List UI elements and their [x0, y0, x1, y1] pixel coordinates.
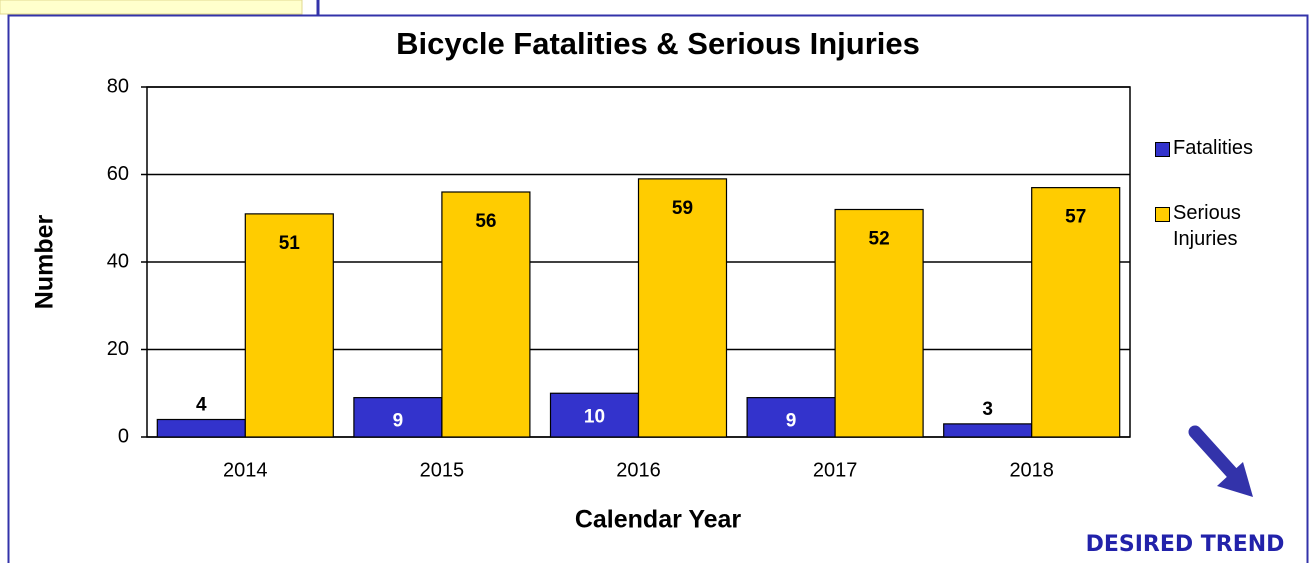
bar: [549, 392, 640, 438]
data-label: 10: [584, 406, 605, 427]
x-tick-label: 2018: [1009, 459, 1054, 481]
x-axis-title: Calendar Year: [575, 506, 742, 534]
bar: [637, 178, 728, 438]
data-label: 59: [672, 198, 693, 219]
y-tick-label: 80: [107, 75, 129, 97]
bar: [353, 397, 443, 438]
bar: [943, 423, 1033, 438]
legend-swatch: [1155, 207, 1170, 222]
y-axis-title: Number: [31, 215, 59, 310]
bar: [244, 213, 334, 438]
data-label: 4: [196, 395, 207, 416]
data-label: 51: [279, 233, 301, 254]
top-tab: [0, 0, 303, 15]
y-tick-label: 0: [118, 425, 129, 447]
data-label: 56: [475, 211, 496, 232]
data-label: 57: [1065, 207, 1086, 228]
data-label: 9: [393, 411, 404, 432]
y-tick-label: 40: [107, 250, 129, 272]
bar: [156, 418, 246, 438]
data-label: 3: [982, 399, 993, 420]
legend-label: Serious Injuries: [1173, 202, 1241, 250]
bar: [834, 208, 924, 438]
bar: [441, 191, 531, 438]
bar: [746, 397, 836, 438]
chart-title: Bicycle Fatalities & Serious Injuries: [396, 26, 920, 61]
data-label: 9: [786, 411, 797, 432]
data-label: 52: [869, 229, 890, 250]
trend-arrow-head: [1217, 462, 1253, 497]
x-tick-label: 2014: [223, 459, 268, 481]
legend-label: Fatalities: [1173, 137, 1254, 159]
x-tick-label: 2016: [616, 459, 661, 481]
x-tick-label: 2017: [813, 459, 858, 481]
legend-item: Serious Injuries: [1155, 202, 1273, 252]
x-tick-label: 2015: [420, 459, 465, 481]
annotation: DESIRED TREND: [1086, 532, 1285, 557]
y-tick-label: 60: [107, 163, 129, 185]
legend-item: Fatalities: [1155, 137, 1273, 161]
y-tick-label: 20: [107, 338, 129, 360]
bar: [1031, 187, 1121, 438]
legend-swatch: [1155, 142, 1170, 157]
